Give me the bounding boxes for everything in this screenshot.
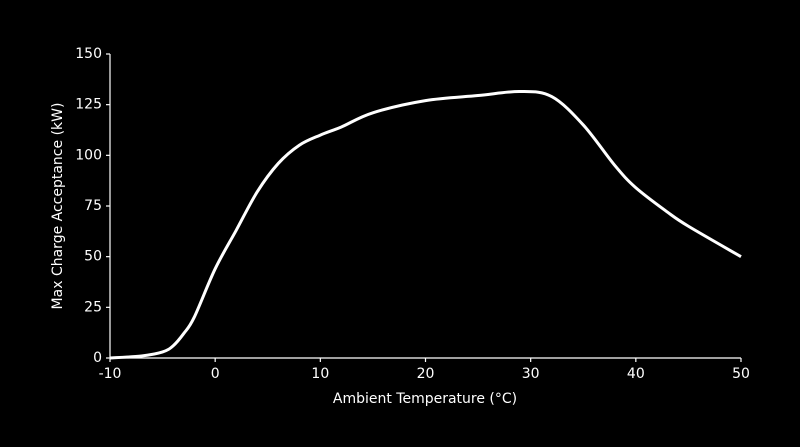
x-tick-label: 20 — [417, 366, 435, 382]
y-tick-label: 150 — [75, 46, 102, 62]
y-tick-label: 50 — [84, 249, 102, 265]
x-axis-label: Ambient Temperature (°C) — [333, 391, 517, 407]
x-tick-label: 40 — [627, 366, 645, 382]
y-axis-label: Max Charge Acceptance (kW) — [50, 103, 66, 310]
y-tick-label: 125 — [75, 97, 102, 113]
y-tick-label: 25 — [84, 299, 102, 315]
x-tick-label: 0 — [211, 366, 220, 382]
x-tick-label: 30 — [522, 366, 540, 382]
y-tick-label: 100 — [75, 147, 102, 163]
x-tick-label: 50 — [732, 366, 750, 382]
x-tick-label: 10 — [311, 366, 329, 382]
y-tick-label: 75 — [84, 198, 102, 214]
x-tick-label: -10 — [99, 366, 122, 382]
data-line — [109, 89, 742, 360]
y-tick-label: 0 — [93, 350, 102, 366]
